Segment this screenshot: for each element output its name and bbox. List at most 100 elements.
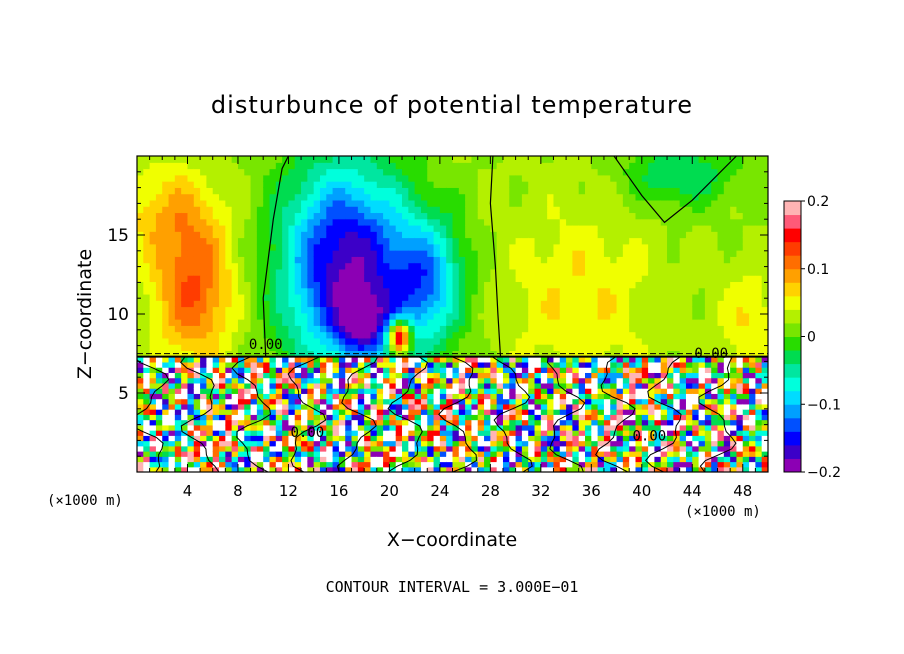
field-cell — [162, 181, 170, 188]
field-cell — [269, 382, 277, 389]
field-cell — [162, 287, 170, 295]
field-cell — [553, 337, 561, 345]
field-cell — [490, 414, 498, 421]
field-cell — [471, 306, 479, 314]
field-cell — [679, 206, 687, 214]
field-cell — [269, 293, 277, 301]
field-cell — [540, 409, 548, 415]
field-cell — [256, 414, 264, 421]
field-cell — [332, 162, 340, 170]
field-cell — [250, 300, 258, 308]
field-cell — [414, 199, 422, 207]
field-cell — [591, 287, 599, 295]
field-cell — [263, 218, 271, 226]
field-cell — [717, 350, 725, 358]
field-cell — [143, 361, 151, 368]
field-cell — [206, 414, 214, 421]
field-cell — [193, 199, 201, 207]
field-cell — [433, 398, 441, 405]
field-cell — [357, 325, 365, 333]
field-cell — [256, 440, 264, 447]
field-cell — [301, 281, 308, 289]
field-cell — [212, 403, 220, 410]
field-cell — [162, 306, 170, 314]
field-cell — [585, 262, 592, 270]
field-cell — [585, 193, 592, 201]
field-cell — [162, 377, 170, 384]
field-cell — [155, 435, 163, 442]
field-cell — [629, 243, 637, 251]
field-cell — [269, 403, 277, 410]
field-cell — [231, 287, 239, 295]
field-cell — [723, 187, 731, 195]
field-cell — [502, 388, 510, 394]
field-cell — [319, 382, 327, 389]
field-cell — [244, 231, 252, 239]
field-cell — [477, 344, 485, 351]
field-cell — [256, 456, 264, 463]
field-cell — [585, 419, 592, 426]
field-cell — [484, 356, 491, 363]
field-cell — [755, 256, 763, 264]
field-cell — [200, 300, 208, 308]
field-cell — [256, 361, 264, 368]
field-cell — [622, 306, 630, 314]
field-cell — [181, 466, 189, 472]
field-cell — [439, 231, 447, 239]
field-cell — [458, 231, 466, 239]
field-cell — [294, 414, 302, 421]
field-cell — [137, 430, 144, 436]
field-cell — [395, 199, 403, 207]
field-cell — [648, 162, 656, 170]
field-cell — [155, 199, 163, 207]
field-cell — [484, 275, 491, 283]
field-cell — [534, 243, 542, 251]
field-cell — [231, 398, 239, 405]
field-cell — [603, 218, 611, 226]
field-cell — [313, 312, 321, 320]
field-cell — [282, 156, 290, 163]
field-cell — [667, 231, 674, 239]
field-cell — [616, 281, 624, 289]
field-cell — [149, 300, 157, 308]
field-cell — [547, 424, 555, 431]
field-cell — [294, 231, 302, 239]
field-cell — [231, 466, 239, 472]
field-cell — [685, 281, 693, 289]
field-cell — [143, 162, 151, 170]
field-cell — [540, 430, 548, 436]
field-cell — [263, 430, 271, 436]
field-cell — [269, 337, 277, 345]
field-cell — [755, 250, 763, 257]
field-cell — [736, 337, 744, 345]
field-cell — [641, 275, 649, 283]
field-cell — [263, 461, 271, 468]
field-cell — [704, 256, 712, 264]
field-cell — [181, 256, 189, 264]
field-cell — [755, 337, 763, 345]
field-cell — [547, 162, 555, 170]
field-cell — [534, 461, 542, 468]
field-cell — [446, 306, 454, 314]
field-cell — [225, 231, 233, 239]
field-cell — [490, 206, 498, 214]
field-cell — [635, 419, 643, 426]
field-cell — [137, 325, 144, 333]
field-cell — [187, 306, 195, 314]
field-cell — [458, 193, 466, 201]
field-cell — [439, 451, 447, 457]
field-cell — [711, 237, 719, 245]
field-cell — [237, 331, 245, 339]
field-cell — [351, 193, 359, 201]
field-cell — [578, 424, 586, 431]
field-cell — [357, 451, 365, 457]
field-cell — [648, 174, 656, 182]
field-cell — [446, 287, 454, 295]
field-cell — [376, 268, 384, 276]
field-cell — [250, 262, 258, 270]
field-cell — [496, 398, 504, 405]
field-cell — [319, 218, 327, 226]
field-cell — [206, 293, 214, 301]
field-cell — [168, 300, 176, 308]
field-cell — [742, 218, 750, 226]
